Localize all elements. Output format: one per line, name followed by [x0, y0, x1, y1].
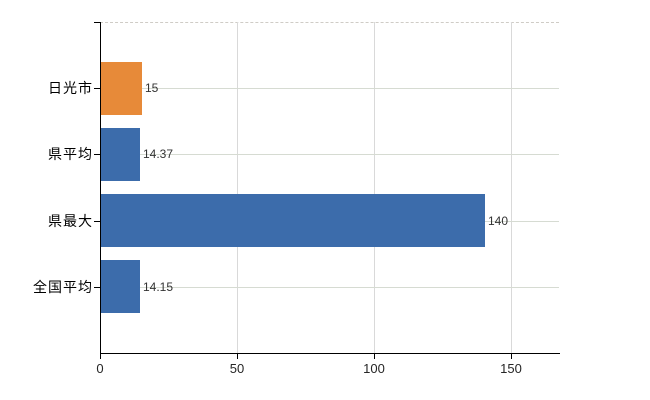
x-tick-label: 50: [229, 361, 245, 376]
bar-value-label: 14.15: [143, 280, 174, 294]
x-gridline: [374, 22, 375, 353]
y-axis-line: [100, 22, 101, 353]
x-tick-label: 100: [363, 361, 385, 376]
y-gridline: [101, 154, 559, 155]
x-axis-tick-mark: [100, 354, 101, 359]
bar-value-label: 14.37: [143, 147, 174, 161]
category-label: 全国平均: [33, 279, 93, 295]
bar-value-label: 140: [488, 214, 509, 228]
bar: [101, 62, 142, 115]
x-tick-label: 0: [96, 361, 104, 376]
bar: [101, 194, 485, 247]
y-axis-top-tick-mark: [94, 22, 101, 23]
category-label: 日光市: [48, 80, 93, 96]
y-gridline: [101, 88, 559, 89]
x-gridline: [511, 22, 512, 353]
x-gridline: [237, 22, 238, 353]
x-axis-tick-mark: [237, 354, 238, 359]
x-axis-line: [100, 353, 560, 354]
bar: [101, 128, 140, 181]
x-axis-tick-mark: [374, 354, 375, 359]
x-tick-label: 150: [500, 361, 522, 376]
y-axis-tick-mark: [94, 287, 101, 288]
category-label: 県平均: [48, 146, 93, 162]
bar: [101, 260, 140, 313]
y-gridline: [101, 287, 559, 288]
y-axis-tick-mark: [94, 221, 101, 222]
bar-value-label: 15: [145, 81, 159, 95]
y-axis-tick-mark: [94, 154, 101, 155]
plot-area: [100, 22, 559, 353]
category-label: 県最大: [48, 213, 93, 229]
y-axis-tick-mark: [94, 88, 101, 89]
x-axis-tick-mark: [511, 354, 512, 359]
